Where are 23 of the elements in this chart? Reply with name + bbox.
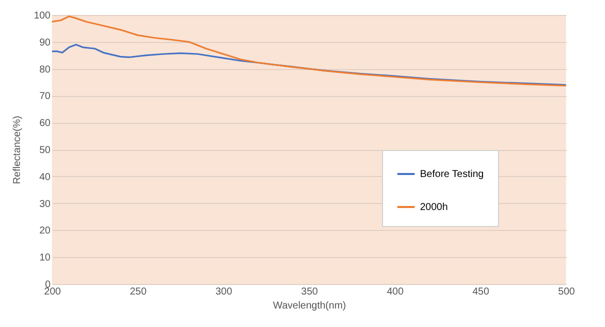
y-tick-label: 50 (39, 145, 51, 156)
x-tick-label: 350 (301, 286, 318, 298)
x-tick-label: 300 (215, 286, 233, 298)
y-tick-label: 100 (34, 10, 51, 22)
line-series (51, 16, 567, 87)
y-tick-label: 70 (39, 91, 51, 102)
y-tick-label: 40 (39, 172, 51, 183)
y-tick-label: 20 (39, 226, 51, 237)
x-tick-label: 450 (472, 286, 490, 298)
y-tick-label: 10 (39, 252, 51, 264)
y-tick-label: 30 (39, 198, 51, 210)
legend-label: 2000h (420, 202, 448, 213)
x-tick-label: 200 (44, 286, 62, 298)
legend-label: Before Testing (420, 169, 484, 180)
y-tick-label: 90 (39, 37, 51, 48)
y-tick-label: 80 (39, 64, 51, 76)
x-tick-label: 500 (558, 286, 576, 298)
x-axis-title: Wavelength(nm) (273, 300, 346, 312)
y-axis-title: Reflectance(%) (12, 116, 23, 184)
x-tick-label: 250 (130, 286, 147, 298)
line-series (51, 44, 567, 86)
y-tick-label: 60 (39, 118, 51, 130)
x-tick-label: 400 (386, 286, 404, 298)
